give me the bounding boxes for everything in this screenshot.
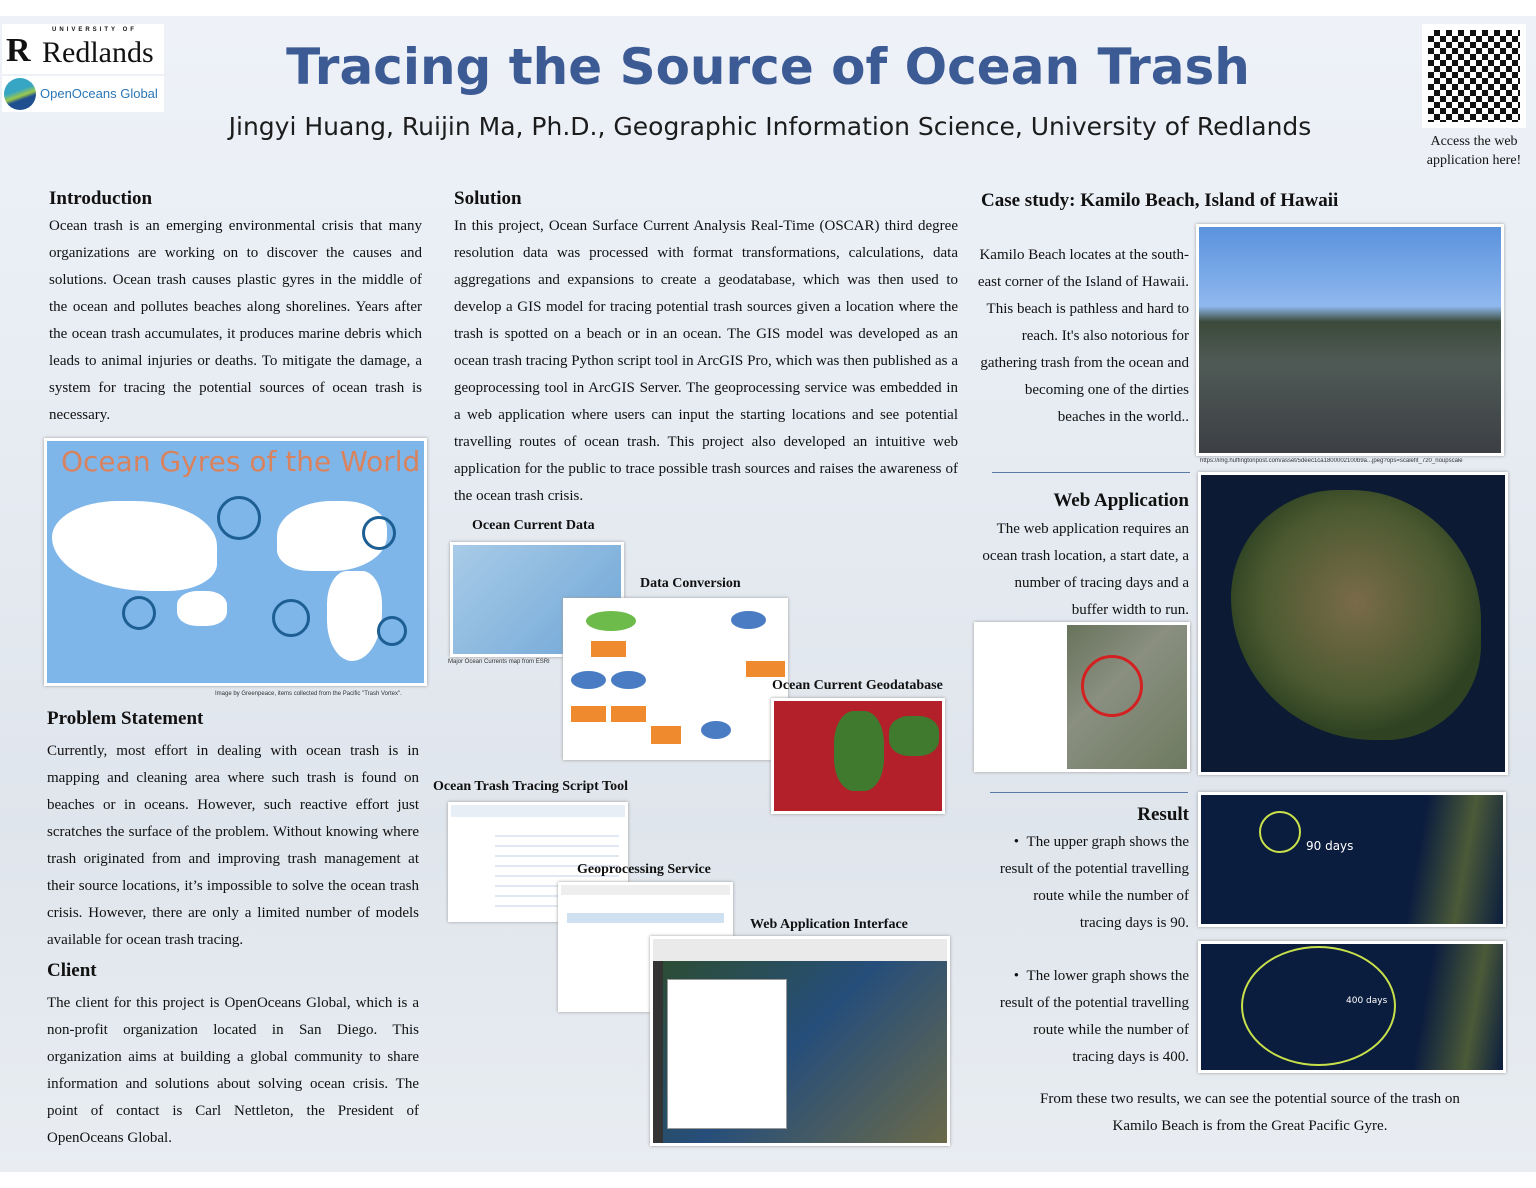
island-of-hawaii-map xyxy=(1198,472,1508,775)
result-heading: Result xyxy=(1137,804,1189,825)
web-interface-screenshot xyxy=(650,936,950,1146)
conversion-label: Data Conversion xyxy=(640,576,741,591)
qr-caption: Access the web application here! xyxy=(1426,134,1522,168)
poster: R UNIVERSITY OF Redlands OpenOceans Glob… xyxy=(0,16,1536,1172)
authors: Jingyi Huang, Ruijin Ma, Ph.D., Geograph… xyxy=(228,112,1312,141)
current-data-label: Ocean Current Data xyxy=(472,518,595,533)
result-map-400-days: 400 days xyxy=(1198,941,1506,1073)
problem-text: Currently, most effort in dealing with o… xyxy=(47,743,419,948)
result-bullet-2: • The lower graph shows the result of th… xyxy=(999,968,1189,1065)
kamilo-beach-photo xyxy=(1196,224,1504,456)
introduction-heading: Introduction xyxy=(49,188,153,209)
introduction-text: Ocean trash is an emerging environmental… xyxy=(49,218,422,423)
geodatabase-label: Ocean Current Geodatabase xyxy=(772,678,943,693)
case-study-heading: Case study: Kamilo Beach, Island of Hawa… xyxy=(981,190,1339,211)
qr-code[interactable] xyxy=(1422,24,1526,128)
result-bullet-1: • The upper graph shows the result of th… xyxy=(999,834,1189,931)
case-study-text: Kamilo Beach locates at the south-east c… xyxy=(977,247,1189,425)
client-heading: Client xyxy=(47,960,97,981)
result-map-90-days: 90 days xyxy=(1198,792,1506,927)
data-conversion-diagram xyxy=(563,598,788,760)
web-app-text: The web application requires an ocean tr… xyxy=(982,521,1189,618)
problem-heading: Problem Statement xyxy=(47,708,204,729)
photo-caption: https://img.huffingtonpost.com/asset/5de… xyxy=(1200,458,1463,464)
script-tool-label: Ocean Trash Tracing Script Tool xyxy=(433,779,628,794)
result-conclusion: From these two results, we can see the p… xyxy=(1040,1091,1460,1134)
openoceans-logo: OpenOceans Global xyxy=(2,76,164,112)
university-logo: R UNIVERSITY OF Redlands xyxy=(2,24,164,74)
poster-title: Tracing the Source of Ocean Trash xyxy=(286,38,1250,96)
gp-service-label: Geoprocessing Service xyxy=(577,862,711,877)
geodatabase-map xyxy=(771,698,945,814)
client-text: The client for this project is OpenOcean… xyxy=(47,995,419,1146)
solution-heading: Solution xyxy=(454,188,522,209)
ocean-gyres-map: Ocean Gyres of the World xyxy=(44,438,427,686)
solution-text: In this project, Ocean Surface Current A… xyxy=(454,218,958,504)
web-app-screenshot xyxy=(974,622,1190,772)
web-app-heading: Web Application xyxy=(1053,490,1189,511)
web-interface-label: Web Application Interface xyxy=(750,917,908,932)
gyres-caption: Image by Greenpeace, items collected fro… xyxy=(215,691,402,697)
current-data-caption: Major Ocean Currents map from ESRI xyxy=(448,659,550,665)
